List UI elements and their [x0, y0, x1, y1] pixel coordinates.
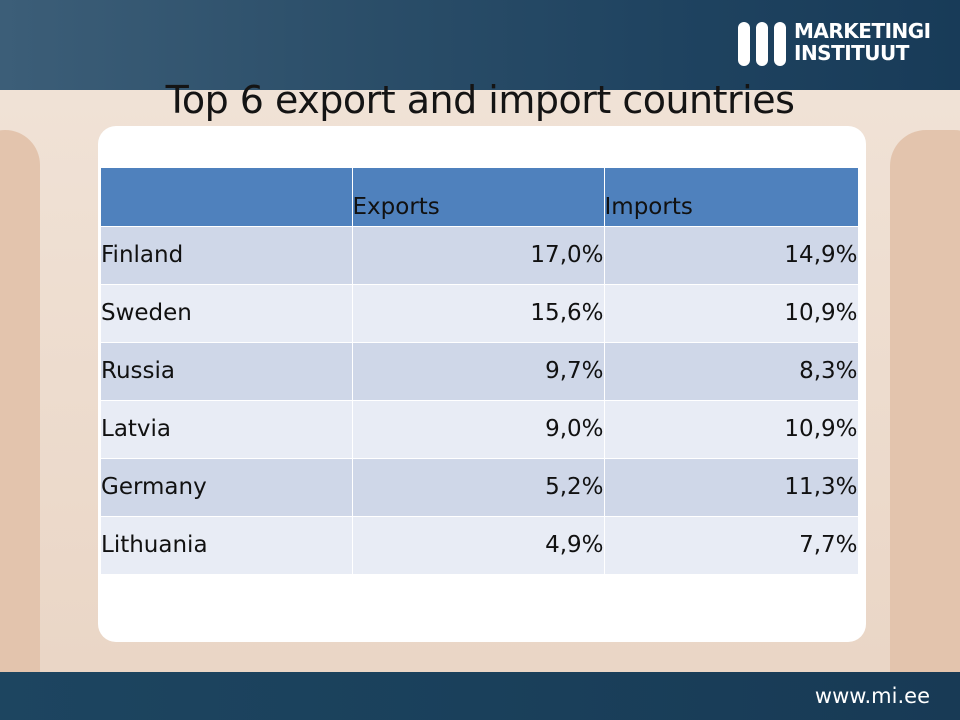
exports-cell: 9,7%	[352, 342, 605, 401]
marketingi-instituut-logo: MARKETINGI INSTITUUT	[738, 18, 938, 70]
exports-cell: 9,0%	[352, 400, 605, 459]
table-header-row: Exports Imports	[101, 168, 859, 227]
country-cell: Germany	[101, 458, 353, 517]
header-cell-exports: Exports	[352, 168, 605, 227]
exports-cell: 17,0%	[352, 226, 605, 285]
country-cell: Latvia	[101, 400, 353, 459]
table-row: Sweden 15,6% 10,9%	[101, 284, 859, 343]
slide-title: Top 6 export and import countries	[165, 78, 795, 122]
header-cell-imports: Imports	[604, 168, 859, 227]
footer-band	[0, 672, 960, 720]
imports-cell: 10,9%	[604, 284, 859, 343]
table-row: Germany 5,2% 11,3%	[101, 458, 859, 517]
logo-text: MARKETINGI INSTITUUT	[794, 20, 931, 64]
table-row: Finland 17,0% 14,9%	[101, 226, 859, 285]
country-cell: Lithuania	[101, 516, 353, 575]
country-cell: Russia	[101, 342, 353, 401]
country-cell: Sweden	[101, 284, 353, 343]
exports-cell: 15,6%	[352, 284, 605, 343]
website-url: www.mi.ee	[814, 684, 930, 708]
imports-cell: 10,9%	[604, 400, 859, 459]
logo-line-1: MARKETINGI	[794, 19, 931, 43]
table-row: Russia 9,7% 8,3%	[101, 342, 859, 401]
logo-bars-icon	[738, 22, 786, 66]
left-side-panel	[0, 130, 40, 672]
header-cell-country	[101, 168, 353, 227]
exports-cell: 4,9%	[352, 516, 605, 575]
imports-cell: 11,3%	[604, 458, 859, 517]
right-side-panel	[890, 130, 960, 672]
country-cell: Finland	[101, 226, 353, 285]
logo-line-2: INSTITUUT	[794, 41, 909, 65]
export-import-table: Exports Imports Finland 17,0% 14,9% Swed…	[101, 168, 859, 575]
header-band	[0, 0, 960, 90]
imports-cell: 7,7%	[604, 516, 859, 575]
exports-cell: 5,2%	[352, 458, 605, 517]
imports-cell: 8,3%	[604, 342, 859, 401]
table-row: Lithuania 4,9% 7,7%	[101, 516, 859, 575]
imports-cell: 14,9%	[604, 226, 859, 285]
table-row: Latvia 9,0% 10,9%	[101, 400, 859, 459]
